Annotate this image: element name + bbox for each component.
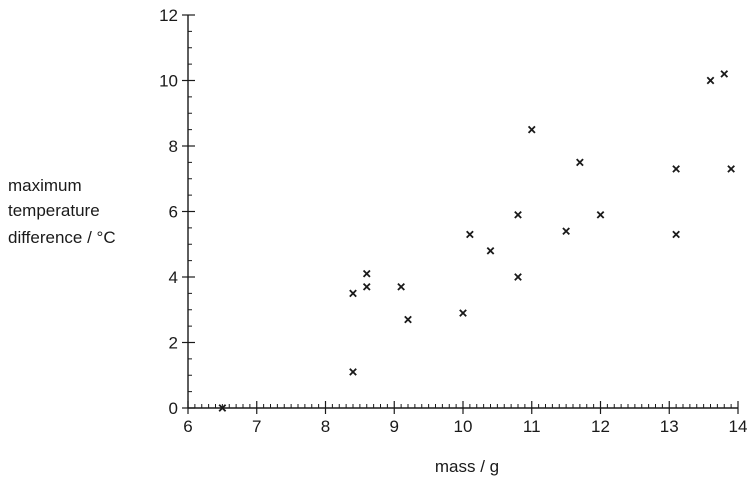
y-axis: 0 2 4 6 8 10 12: [159, 6, 195, 418]
x-tick-label: 6: [183, 417, 192, 436]
data-point: [514, 210, 522, 219]
x-tick-label: 8: [321, 417, 330, 436]
y-axis-title-line-3: difference / °C: [8, 228, 116, 247]
data-point: [362, 269, 371, 278]
data-point: [349, 368, 357, 376]
y-axis-title-line-2: temperature: [8, 201, 100, 220]
x-axis-title: mass / g: [435, 457, 499, 476]
y-tick-label: 10: [159, 72, 178, 91]
data-point: [527, 125, 536, 134]
x-tick-label: 10: [454, 417, 473, 436]
data-point: [514, 273, 522, 281]
x-tick-label: 13: [660, 417, 679, 436]
data-point: [727, 165, 735, 173]
y-tick-label: 6: [169, 203, 178, 222]
data-point: [459, 309, 467, 317]
x-axis: 6 7 8 9 10 11 12 13 14: [183, 401, 747, 436]
data-point: [562, 227, 570, 235]
data-point: [576, 158, 584, 167]
y-tick-label: 8: [169, 137, 178, 156]
y-tick-label: 2: [169, 334, 178, 353]
data-point: [218, 404, 227, 412]
data-point: [404, 315, 412, 324]
x-tick-label: 7: [252, 417, 261, 436]
x-tick-label: 12: [591, 417, 610, 436]
data-point: [672, 230, 680, 239]
data-point: [706, 76, 715, 85]
y-tick-label: 12: [159, 6, 178, 25]
data-point: [486, 246, 495, 255]
data-point: [349, 289, 357, 298]
data-point: [720, 70, 729, 78]
data-point: [362, 282, 371, 291]
y-tick-label: 4: [169, 268, 178, 287]
y-tick-label: 0: [169, 399, 178, 418]
x-tick-label: 11: [523, 417, 541, 436]
data-point: [397, 282, 405, 291]
data-point: [596, 210, 605, 219]
data-point: [466, 230, 474, 239]
data-points: [218, 70, 735, 412]
y-axis-title-line-1: maximum: [8, 176, 82, 195]
x-tick-label: 14: [729, 417, 748, 436]
data-point: [672, 165, 680, 173]
x-tick-label: 9: [390, 417, 399, 436]
